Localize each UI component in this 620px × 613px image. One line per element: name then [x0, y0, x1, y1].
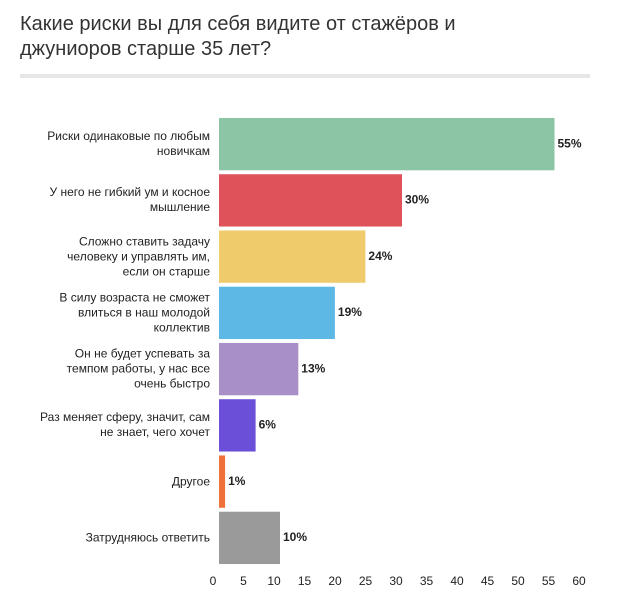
x-tick-label: 60 [572, 574, 586, 588]
x-tick-label: 20 [328, 574, 342, 588]
chart-title: Какие риски вы для себя видите от стажёр… [20, 13, 456, 60]
value-label: 55% [558, 136, 582, 150]
value-label: 1% [228, 474, 246, 488]
y-tick-label: У него не гибкий ум и косное мышление [49, 185, 210, 215]
x-tick-label: 0 [210, 574, 217, 588]
value-label: 30% [405, 193, 429, 207]
value-label: 13% [301, 361, 325, 375]
separator [20, 74, 590, 78]
x-tick-label: 40 [450, 574, 464, 588]
bar [219, 117, 555, 171]
x-tick-label: 30 [389, 574, 403, 588]
bar [219, 230, 366, 283]
value-label: 6% [259, 418, 277, 432]
x-tick-label: 5 [240, 574, 247, 588]
bar [219, 399, 256, 452]
y-tick-label: В силу возраста не сможет влиться в наш … [59, 290, 210, 335]
bar [219, 511, 280, 565]
bar [219, 174, 402, 227]
x-tick-label: 45 [481, 574, 495, 588]
y-tick-label: Затрудняюсь ответить [85, 530, 210, 545]
x-tick-label: 50 [511, 574, 525, 588]
y-tick-label: Риски одинаковые по любым новичкам [47, 129, 210, 159]
bar [219, 286, 335, 340]
y-tick-label: Другое [171, 474, 210, 489]
bar [219, 342, 299, 396]
value-label: 19% [338, 305, 362, 319]
x-tick-label: 15 [298, 574, 312, 588]
x-tick-label: 25 [359, 574, 373, 588]
value-label: 10% [283, 530, 307, 544]
value-label: 24% [368, 249, 392, 263]
y-tick-label: Раз меняет сферу, значит, сам не знает, … [40, 410, 210, 440]
x-tick-label: 55 [542, 574, 556, 588]
y-tick-label: Он не будет успевать за темпом работы, у… [66, 346, 210, 391]
x-tick-label: 35 [420, 574, 434, 588]
bar [219, 455, 226, 508]
y-tick-label: Сложно ставить задачу человеку и управля… [67, 234, 210, 279]
x-tick-label: 10 [267, 574, 281, 588]
